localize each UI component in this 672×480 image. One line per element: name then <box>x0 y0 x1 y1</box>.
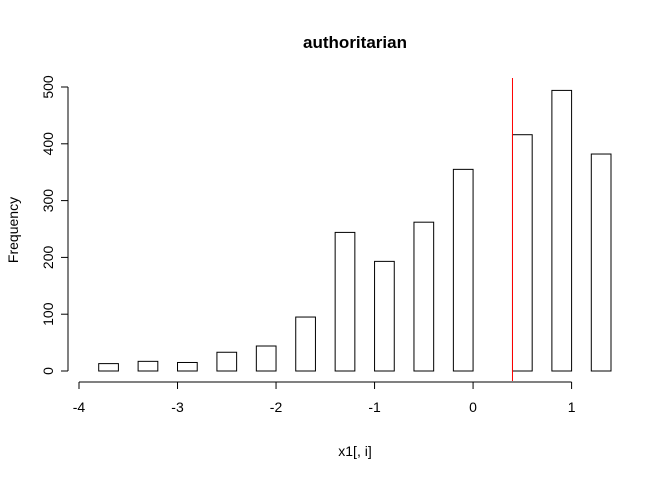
x-tick-label: 1 <box>568 399 576 415</box>
histogram-bar <box>137 360 159 372</box>
histogram-bar <box>216 351 238 372</box>
histogram-bar <box>255 345 277 372</box>
histogram-bar <box>98 363 119 372</box>
y-tick-label: 500 <box>40 75 56 99</box>
x-tick-label: -1 <box>368 399 381 415</box>
y-tick-label: 400 <box>40 132 56 156</box>
y-axis-label: Frequency <box>5 197 21 263</box>
histogram-bar <box>511 134 533 372</box>
x-axis-label: x1[, i] <box>338 443 371 459</box>
histogram-bar <box>590 153 612 372</box>
x-tick-label: -2 <box>270 399 283 415</box>
x-axis: -4 -3 -2 -1 0 1 <box>73 381 576 415</box>
chart-title: authoritarian <box>303 33 407 52</box>
histogram-bars <box>98 89 612 372</box>
y-tick-label: 0 <box>40 367 56 375</box>
histogram-bar <box>551 89 573 372</box>
y-tick-label: 300 <box>40 189 56 213</box>
x-tick-label: -4 <box>73 399 86 415</box>
histogram-bar <box>334 231 356 372</box>
y-tick-label: 100 <box>40 302 56 326</box>
histogram-bar <box>452 168 474 372</box>
x-tick-label: 0 <box>469 399 477 415</box>
y-axis: 0 100 200 300 400 500 <box>40 75 69 375</box>
y-tick-label: 200 <box>40 246 56 270</box>
histogram-bar <box>413 221 435 372</box>
x-tick-label: -3 <box>171 399 184 415</box>
histogram-bar <box>295 316 316 372</box>
histogram-bar <box>374 260 395 372</box>
histogram-bar <box>177 361 198 372</box>
